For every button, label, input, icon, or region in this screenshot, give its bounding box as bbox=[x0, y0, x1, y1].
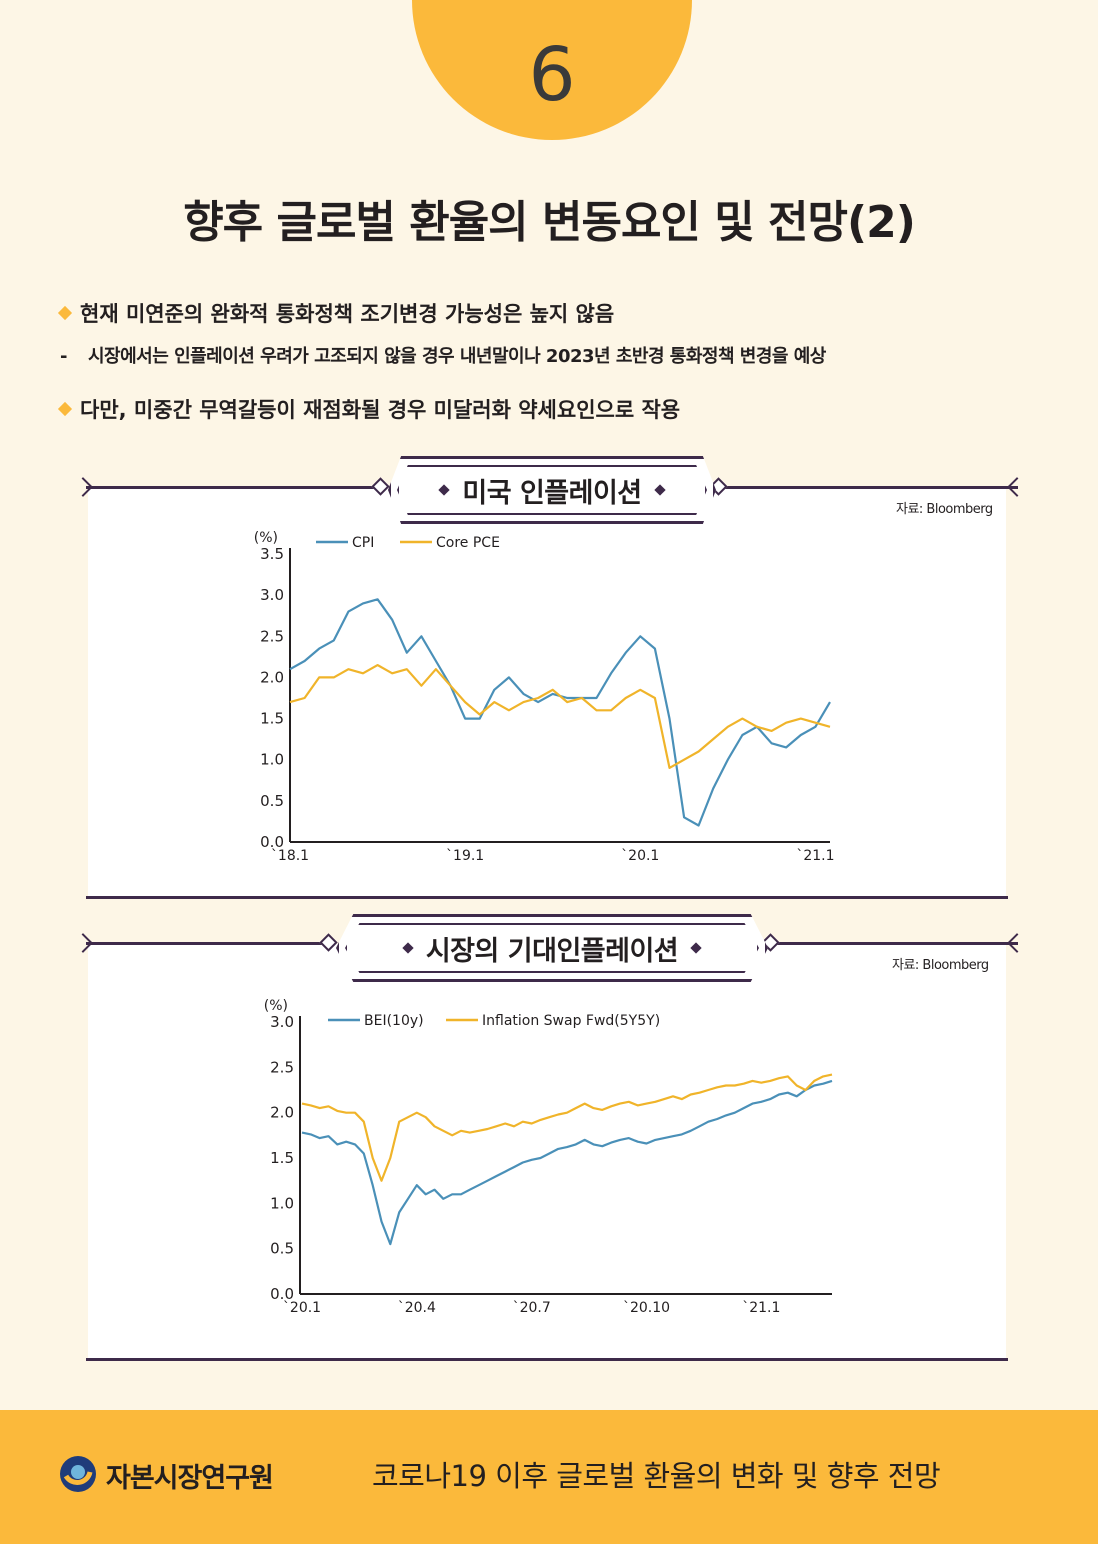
diamond-icon bbox=[438, 484, 451, 496]
x-tick-label: `20.1 bbox=[621, 848, 659, 864]
panel-1-source: 자료: Bloomberg bbox=[896, 502, 993, 517]
y-tick-label: 2.5 bbox=[270, 1058, 294, 1076]
legend-label: Inflation Swap Fwd(5Y5Y) bbox=[482, 1013, 660, 1029]
kcmi-logo-icon bbox=[60, 1456, 96, 1492]
footer-report-title: 코로나19 이후 글로벌 환율의 변화 및 향후 전망 bbox=[372, 1459, 941, 1493]
y-tick-label: 0.0 bbox=[270, 1285, 294, 1303]
panel-1-top-rule-right bbox=[718, 486, 1018, 489]
page-title: 향후 글로벌 환율의 변동요인 및 전망(2) bbox=[183, 197, 916, 248]
panel-2-top-rule-left bbox=[86, 942, 326, 945]
panel-2-background bbox=[88, 944, 1006, 1358]
bullet-diamond-icon bbox=[57, 305, 73, 321]
panel-2-source: 자료: Bloomberg bbox=[892, 958, 989, 973]
x-tick-label: `21.1 bbox=[796, 848, 834, 864]
panel-2-top-rule-right bbox=[770, 942, 1018, 945]
bullet-2: - 시장에서는 인플레이션 우려가 고조되지 않을 경우 내년말이나 2023년 … bbox=[60, 342, 826, 368]
bullet-1-text: 현재 미연준의 완화적 통화정책 조기변경 가능성은 높지 않음 bbox=[80, 302, 615, 326]
panel-1-top-rule-left bbox=[86, 486, 378, 489]
y-tick-label: 1.0 bbox=[260, 751, 284, 769]
x-tick-label: `19.1 bbox=[446, 848, 484, 864]
bullet-1: 현재 미연준의 완화적 통화정책 조기변경 가능성은 높지 않음 bbox=[57, 298, 615, 328]
y-tick-label: 1.5 bbox=[270, 1149, 294, 1167]
x-tick-label: `20.4 bbox=[398, 1300, 436, 1316]
y-tick-label: 0.5 bbox=[260, 792, 284, 810]
diamond-icon bbox=[653, 484, 666, 496]
legend-label: CPI bbox=[352, 535, 374, 551]
y-tick-label: 0.0 bbox=[260, 833, 284, 851]
series-line-Inflation Swap Fwd(5Y5Y) bbox=[301, 1073, 833, 1182]
series-line-Core PCE bbox=[289, 664, 831, 769]
x-tick-label: `20.7 bbox=[513, 1300, 551, 1316]
legend-label: Core PCE bbox=[436, 535, 500, 551]
chevron-left-icon bbox=[1007, 933, 1027, 953]
footer-bar bbox=[0, 1410, 1098, 1544]
bullet-diamond-icon bbox=[57, 401, 73, 417]
x-tick-label: `18.1 bbox=[271, 848, 309, 864]
panel-2-title-badge: 시장의 기대인플레이션 bbox=[336, 914, 768, 982]
y-tick-label: 1.0 bbox=[270, 1194, 294, 1212]
y-tick-label: 3.5 bbox=[260, 545, 284, 563]
expected-inflation-chart: (%) 0.0 0.5 1.0 1.5 2.0 2.5 3.0 `20.1 `20.4 `20.7 `… bbox=[264, 998, 833, 1316]
bullet-2-text: 시장에서는 인플레이션 우려가 고조되지 않을 경우 내년말이나 2023년 초… bbox=[88, 346, 826, 367]
chevron-left-icon bbox=[1007, 477, 1027, 497]
series-line-CPI bbox=[289, 598, 831, 827]
y-tick-label: 3.0 bbox=[260, 586, 284, 604]
panel-1-bottom-rule bbox=[86, 896, 1008, 899]
y-axis-label: (%) bbox=[254, 530, 278, 546]
y-tick-label: 2.0 bbox=[270, 1104, 294, 1122]
y-tick-label: 1.5 bbox=[260, 710, 284, 728]
dash-mark: - bbox=[60, 346, 67, 367]
y-tick-label: 0.5 bbox=[270, 1240, 294, 1258]
us-inflation-chart: (%) 0.0 0.5 1.0 1.5 2.0 2.5 3.0 3.5 `18.1 `19.1 `20… bbox=[254, 530, 835, 864]
x-tick-label: `21.1 bbox=[742, 1300, 780, 1316]
panel-1-title: 미국 인플레이션 bbox=[391, 459, 713, 521]
legend-label: BEI(10y) bbox=[364, 1013, 424, 1029]
diamond-icon bbox=[402, 942, 414, 954]
panel-2-bottom-rule bbox=[86, 1358, 1008, 1361]
series-line-BEI(10y) bbox=[301, 1079, 833, 1246]
panel-2-title-badge-inner bbox=[345, 923, 759, 973]
y-axis-label: (%) bbox=[264, 998, 288, 1014]
bullet-3-text: 다만, 미중간 무역갈등이 재점화될 경우 미달러화 약세요인으로 작용 bbox=[80, 398, 681, 422]
page-number: 6 bbox=[528, 32, 576, 118]
y-tick-label: 2.0 bbox=[260, 668, 284, 686]
y-tick-label: 3.0 bbox=[270, 1013, 294, 1031]
panel-1-title-text: 미국 인플레이션 bbox=[462, 477, 642, 509]
footer-org-name: 자본시장연구원 bbox=[106, 1463, 274, 1494]
x-tick-label: `20.10 bbox=[623, 1300, 670, 1316]
panel-2-title: 시장의 기대인플레이션 bbox=[339, 917, 765, 979]
panel-1-title-badge: 미국 인플레이션 bbox=[388, 456, 716, 524]
bullet-3: 다만, 미중간 무역갈등이 재점화될 경우 미달러화 약세요인으로 작용 bbox=[57, 394, 681, 424]
diamond-icon bbox=[690, 942, 702, 954]
x-tick-label: `20.1 bbox=[283, 1300, 321, 1316]
panel-1-title-badge-inner bbox=[397, 465, 707, 515]
y-tick-label: 2.5 bbox=[260, 627, 284, 645]
panel-2-title-text: 시장의 기대인플레이션 bbox=[425, 935, 679, 967]
